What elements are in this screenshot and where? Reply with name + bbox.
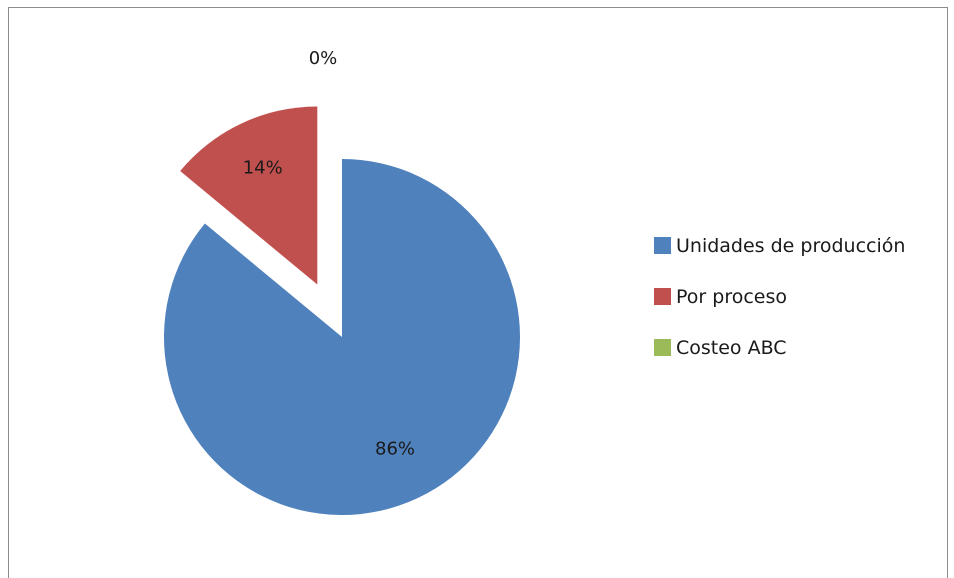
- pie-slice-por-proceso: [180, 106, 318, 285]
- legend-label-costeo-abc: Costeo ABC: [676, 336, 787, 359]
- pie-slice-unidades-de-produccion: [164, 159, 520, 515]
- chart-legend: Unidades de producción Por proceso Coste…: [654, 233, 905, 386]
- data-label-unidades-de-produccion: 86%: [375, 439, 415, 460]
- legend-item-costeo-abc: Costeo ABC: [654, 335, 905, 360]
- legend-swatch-unidades-de-produccion: [654, 237, 671, 254]
- legend-label-por-proceso: Por proceso: [676, 285, 787, 308]
- legend-swatch-por-proceso: [654, 288, 671, 305]
- data-label-costeo-abc: 0%: [309, 48, 338, 69]
- data-label-por-proceso: 14%: [243, 158, 283, 179]
- legend-label-unidades-de-produccion: Unidades de producción: [676, 234, 906, 257]
- legend-item-unidades-de-produccion: Unidades de producción: [654, 233, 905, 258]
- legend-item-por-proceso: Por proceso: [654, 284, 905, 309]
- legend-swatch-costeo-abc: [654, 339, 671, 356]
